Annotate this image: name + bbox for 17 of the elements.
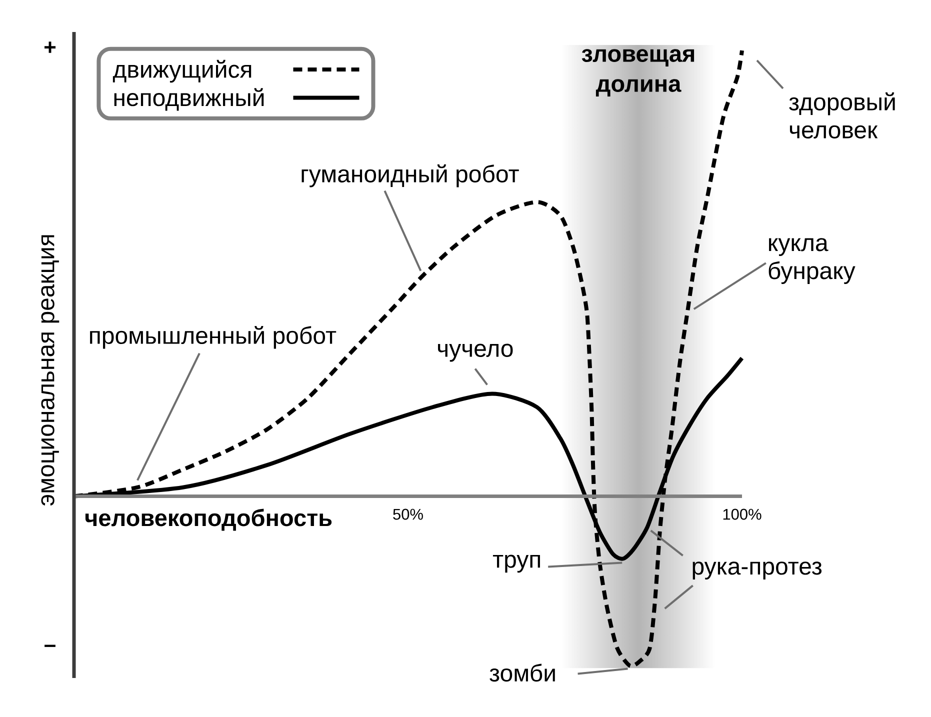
annotation: здоровый человек xyxy=(789,92,895,138)
x-tick-label: 50% xyxy=(393,508,423,520)
annotation: зомби xyxy=(490,664,555,682)
y-axis-title: эмоциональная реакция xyxy=(41,235,60,506)
annotation: чучело xyxy=(438,344,513,362)
x-tick-label: 100% xyxy=(723,508,762,520)
legend-label: движущийся xyxy=(112,60,252,83)
text: – xyxy=(44,644,56,647)
band-label: зловещая долина xyxy=(582,49,694,96)
text: + xyxy=(44,42,56,53)
x-axis-title: человекоподобность xyxy=(85,508,332,531)
annotation: гуманоидный робот xyxy=(302,164,519,188)
legend-label: неподвижный xyxy=(114,88,264,111)
annotation: труп xyxy=(492,554,540,573)
annotation: рука-протез xyxy=(692,562,822,580)
annotation: кукла бунраку xyxy=(768,238,856,284)
annotation: промышленный робот xyxy=(90,326,336,349)
